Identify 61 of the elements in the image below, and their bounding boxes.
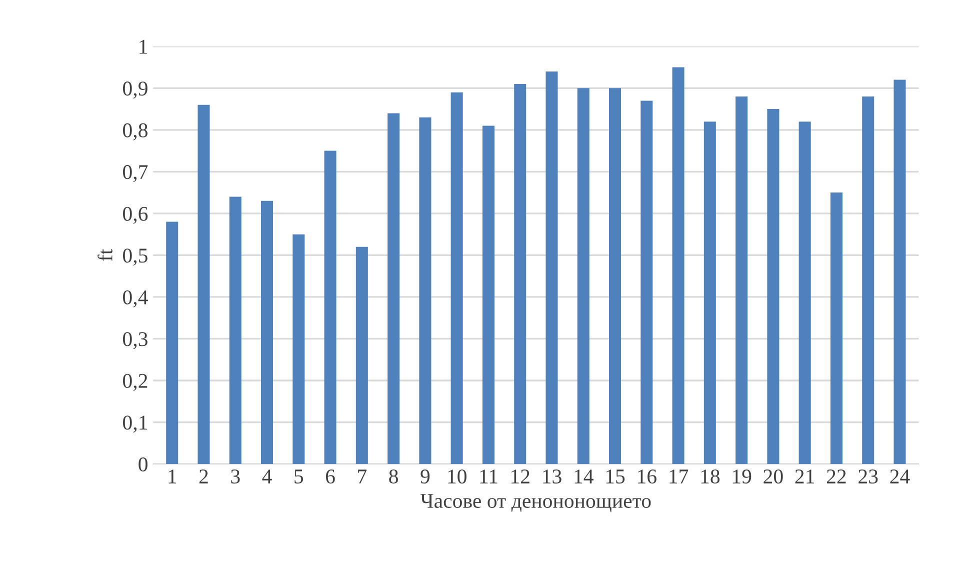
x-tick-label: 1 [168, 470, 176, 484]
bar [229, 196, 242, 464]
y-tick-label: 0,8 [123, 123, 148, 140]
y-tick-label: 1 [140, 40, 148, 54]
bar [798, 122, 811, 464]
bar [640, 100, 653, 464]
bar [767, 109, 780, 464]
x-tick-label: 22 [826, 470, 846, 484]
bar [482, 126, 494, 464]
bar [577, 88, 590, 464]
y-tick-label: 0,2 [123, 374, 148, 391]
bar [704, 122, 716, 464]
bar [862, 96, 874, 464]
y-tick-label: 0,3 [123, 332, 148, 350]
x-tick-label: 9 [420, 470, 430, 484]
x-tick-label: 5 [294, 470, 304, 484]
bar [450, 92, 463, 464]
x-tick-label: 6 [326, 470, 335, 484]
x-tick-label: 7 [358, 470, 367, 484]
x-axis-title: Часове от денононощието [420, 494, 651, 512]
x-tick-label: 17 [670, 470, 688, 484]
y-tick-label: 0,5 [123, 248, 148, 266]
bar [356, 246, 368, 464]
bar [546, 71, 558, 464]
x-tick-label: 23 [858, 470, 878, 484]
bar [292, 234, 305, 464]
bar [894, 80, 906, 464]
x-tick-label: 8 [389, 469, 398, 484]
x-tick-label: 20 [764, 469, 783, 484]
x-tick-label: 10 [448, 469, 466, 484]
bar [514, 84, 526, 464]
bar [388, 113, 400, 464]
x-tick-label: 12 [512, 470, 530, 484]
bar [324, 150, 336, 464]
x-tick-label: 11 [480, 470, 498, 484]
x-tick-label: 21 [795, 470, 814, 484]
y-tick-label: 0,6 [123, 206, 148, 224]
x-tick-label: 3 [231, 470, 240, 484]
bar [609, 88, 622, 464]
y-tick-label: 0,1 [123, 416, 148, 433]
x-tick-label: 14 [574, 470, 594, 484]
bar [419, 117, 432, 464]
y-tick-label: 0,7 [123, 165, 148, 182]
bar [672, 67, 684, 464]
bar [830, 192, 842, 464]
x-tick-label: 16 [638, 470, 656, 484]
x-tick-label: 18 [701, 469, 720, 484]
x-tick-label: 19 [732, 470, 752, 484]
bar [736, 96, 748, 464]
x-tick-label: 2 [199, 470, 208, 484]
bar [198, 104, 210, 464]
x-tick-label: 15 [606, 470, 625, 484]
x-tick-label: 24 [890, 470, 910, 484]
y-tick-label: 0,9 [123, 82, 148, 99]
x-tick-label: 13 [543, 470, 562, 484]
bar [166, 222, 178, 464]
x-tick-label: 4 [262, 470, 272, 484]
y-tick-label: 0,4 [123, 290, 148, 308]
y-tick-label: 0 [138, 457, 148, 472]
bar [261, 200, 274, 464]
y-axis-title: ft [98, 248, 112, 261]
